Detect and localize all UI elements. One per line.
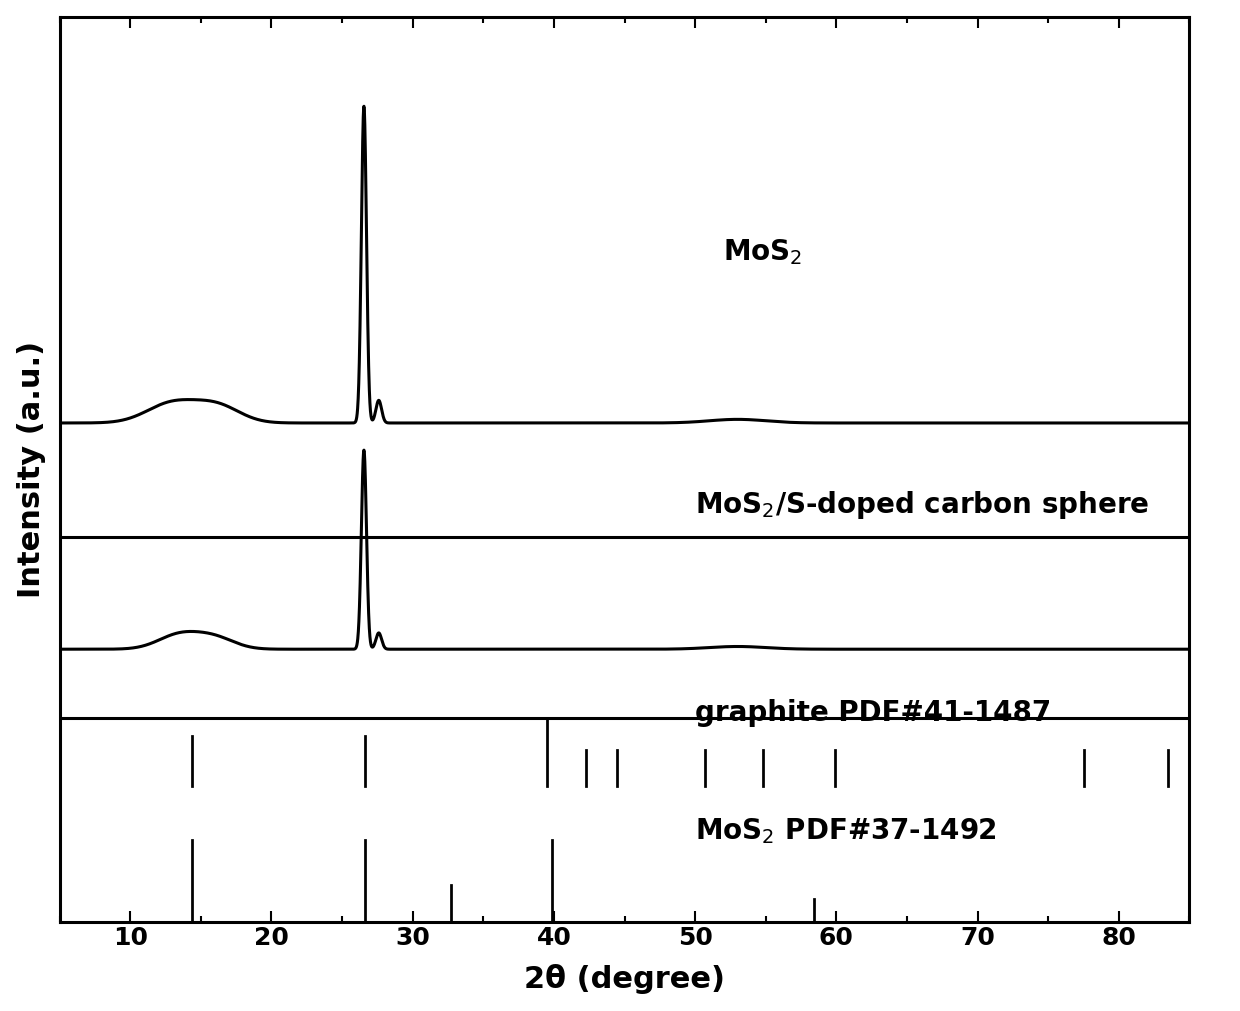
Text: MoS$_2$: MoS$_2$ — [723, 237, 802, 267]
Text: MoS$_2$ PDF#37-1492: MoS$_2$ PDF#37-1492 — [696, 816, 997, 846]
X-axis label: 2θ (degree): 2θ (degree) — [525, 964, 725, 995]
Y-axis label: Intensity (a.u.): Intensity (a.u.) — [16, 341, 46, 598]
Text: MoS$_2$/S-doped carbon sphere: MoS$_2$/S-doped carbon sphere — [696, 489, 1149, 522]
Text: graphite PDF#41-1487: graphite PDF#41-1487 — [696, 700, 1052, 728]
